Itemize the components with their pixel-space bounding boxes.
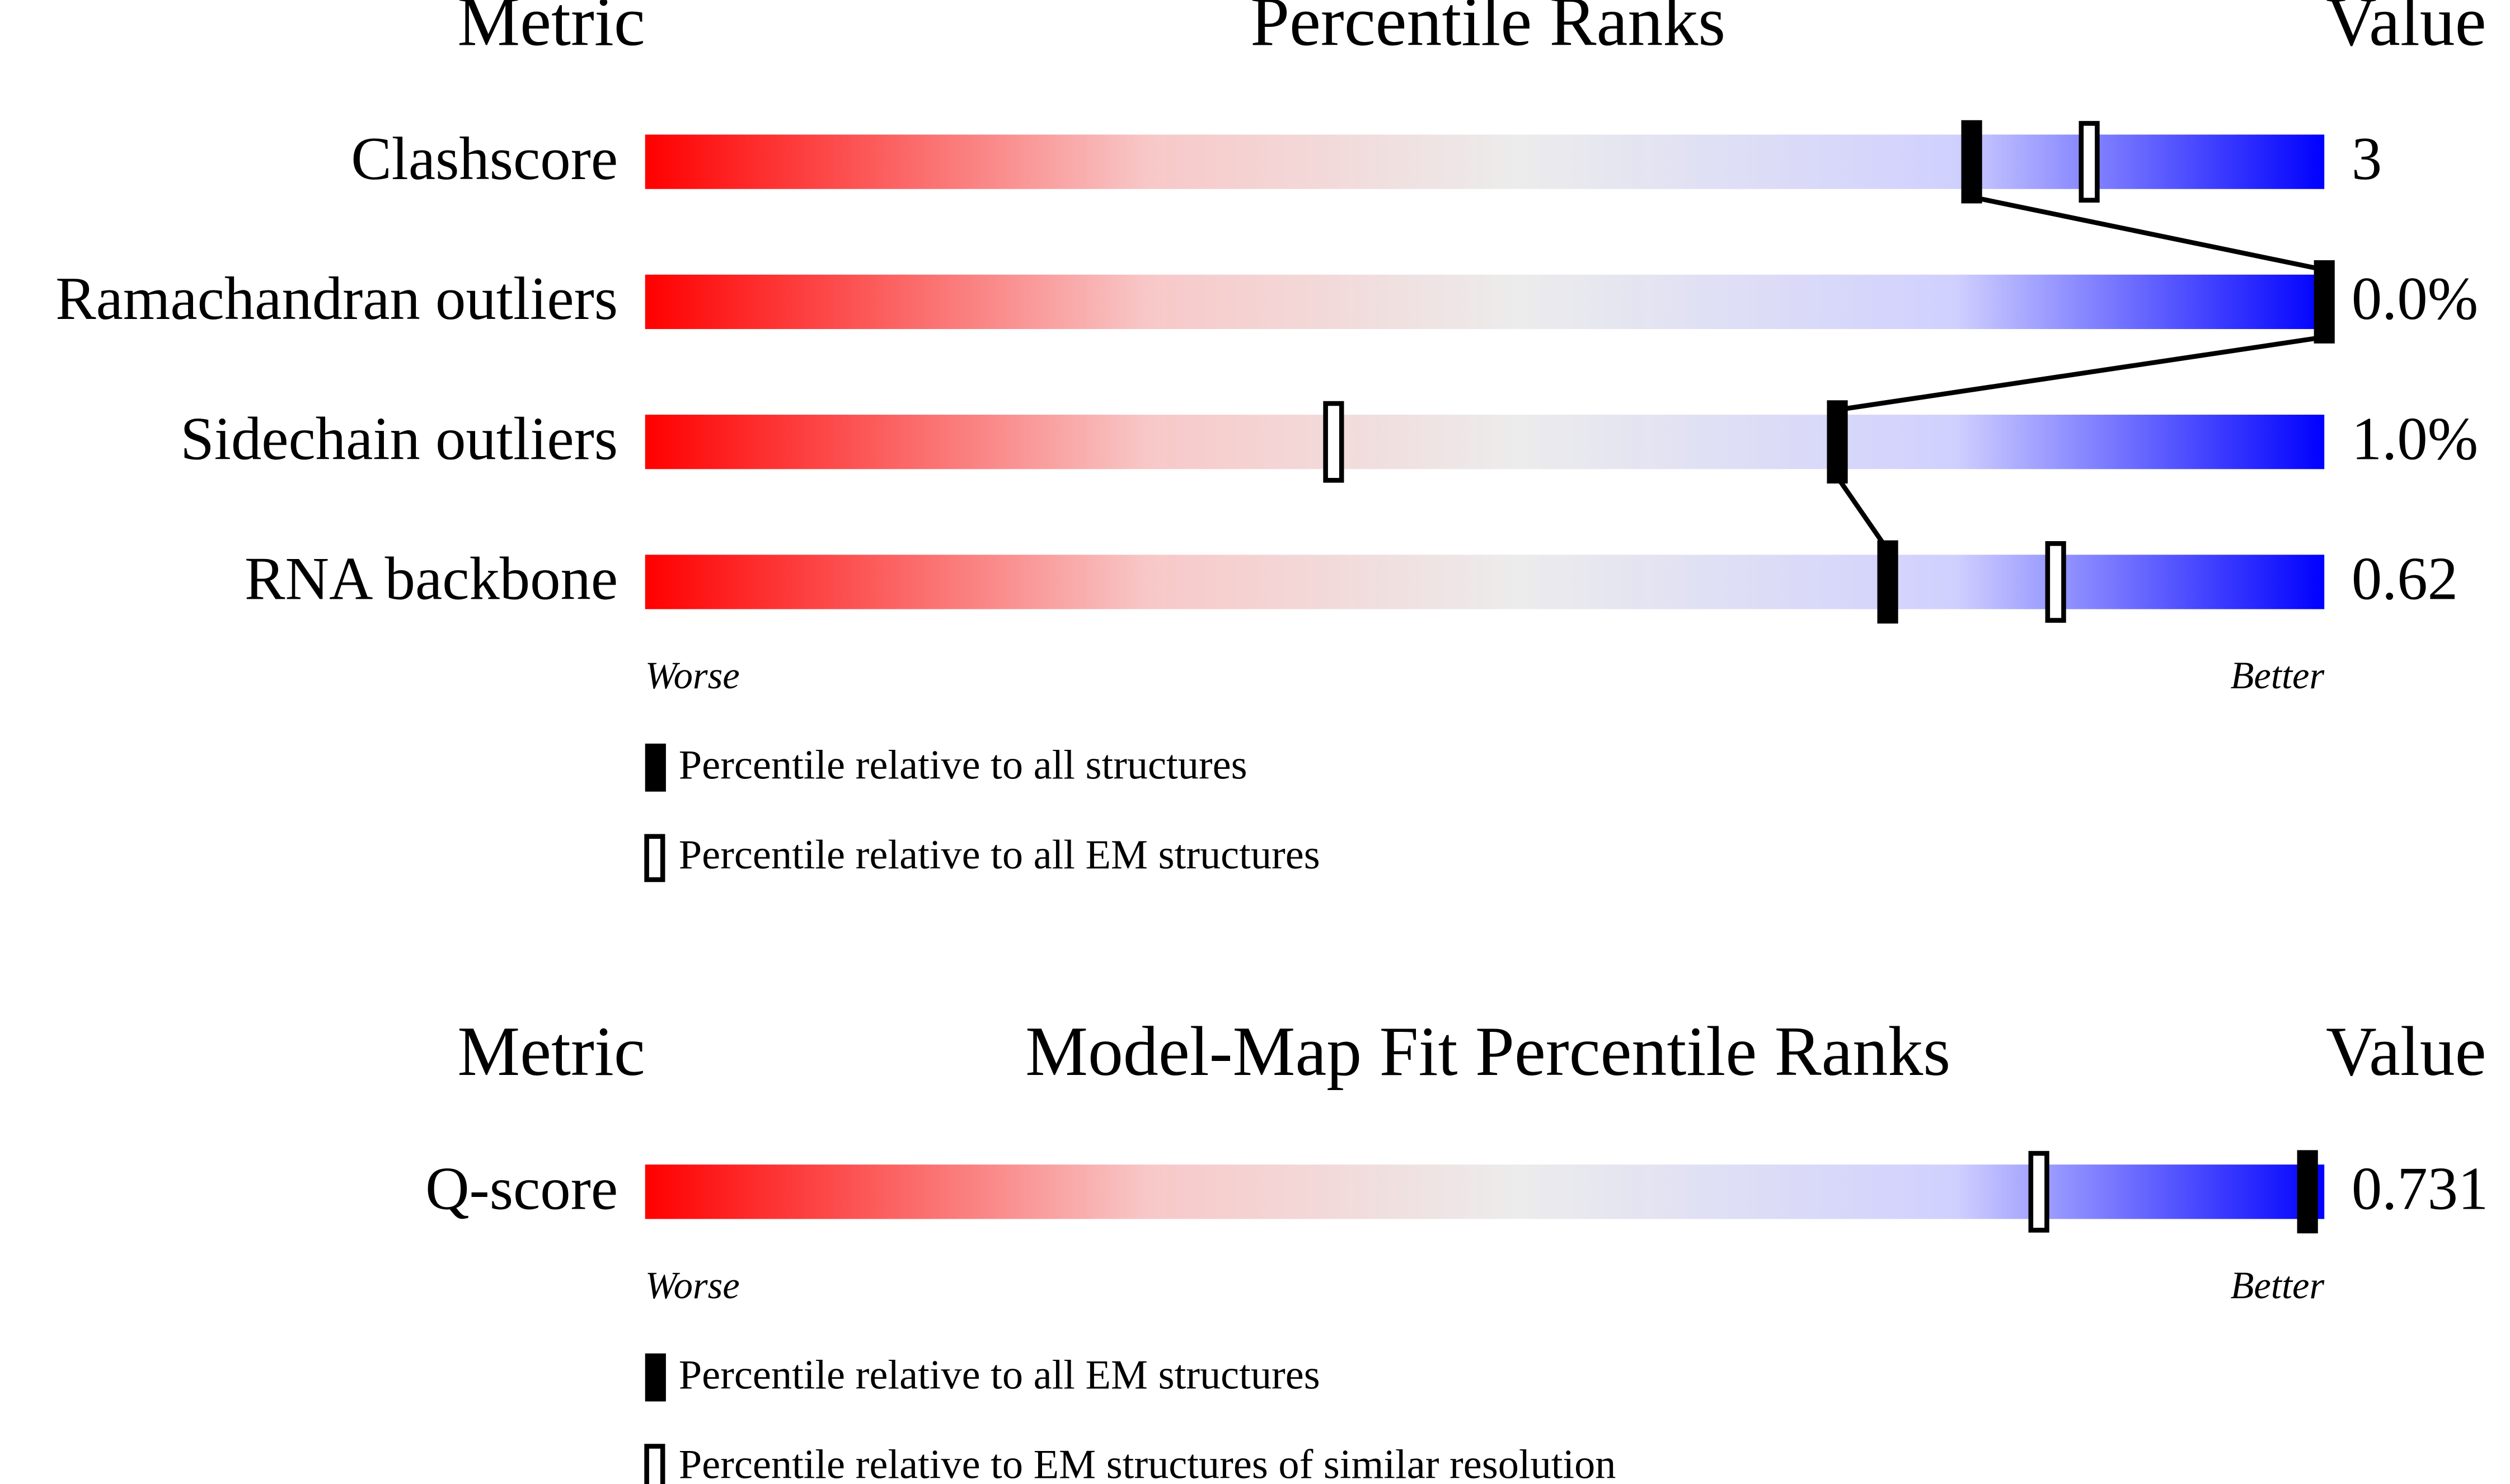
legend-marker-solid [645,743,666,792]
connector-line [1971,194,2325,273]
metric-label: Sidechain outliers [180,405,618,472]
percentile-marker-solid [1827,400,1848,484]
percentile-bar [645,555,2325,609]
percentile-marker-hollow [2028,1150,2049,1233]
header-value: Value [2326,0,2486,61]
percentile-bar [645,134,2325,189]
connector-line [1835,476,1890,552]
header-title: Percentile Ranks [1250,0,1725,61]
percentile-marker-solid [2314,260,2335,344]
percentile-marker-hollow [1323,401,1344,483]
worse-label: Worse [645,654,740,697]
metric-value: 0.731 [2352,1154,2489,1222]
metric-value: 3 [2352,125,2382,192]
legend-label: Percentile relative to all structures [679,743,1247,788]
header-title: Model-Map Fit Percentile Ranks [1025,1013,1950,1091]
metric-value: 0.0% [2352,265,2478,332]
percentile-bar [645,1164,2325,1219]
percentile-bar [645,274,2325,330]
connector-line [1837,335,2325,412]
header-value: Value [2326,1013,2486,1091]
legend-marker-solid [645,1353,666,1402]
legend-marker-hollow [644,1444,665,1484]
better-label: Better [2231,654,2325,697]
percentile-marker-hollow [2045,541,2066,623]
metric-label: Ramachandran outliers [55,265,618,332]
metric-value: 1.0% [2352,405,2478,472]
legend-label: Percentile relative to EM structures of … [679,1442,1616,1484]
percentile-marker-hollow [2079,121,2100,203]
percentile-bar [645,415,2325,469]
metric-value: 0.62 [2352,545,2458,613]
metric-label: RNA backbone [245,545,618,613]
metric-label: Clashscore [351,125,618,192]
percentile-marker-solid [1877,540,1898,624]
better-label: Better [2231,1264,2325,1307]
legend-marker-hollow [644,834,665,882]
metric-label: Q-score [425,1154,618,1222]
legend-label: Percentile relative to all EM structures [679,832,1320,878]
worse-label: Worse [645,1264,740,1307]
header-metric: Metric [457,1013,645,1091]
percentile-marker-solid [2297,1150,2318,1234]
percentile-marker-solid [1961,120,1982,204]
legend-label: Percentile relative to all EM structures [679,1352,1320,1398]
header-metric: Metric [457,0,645,61]
